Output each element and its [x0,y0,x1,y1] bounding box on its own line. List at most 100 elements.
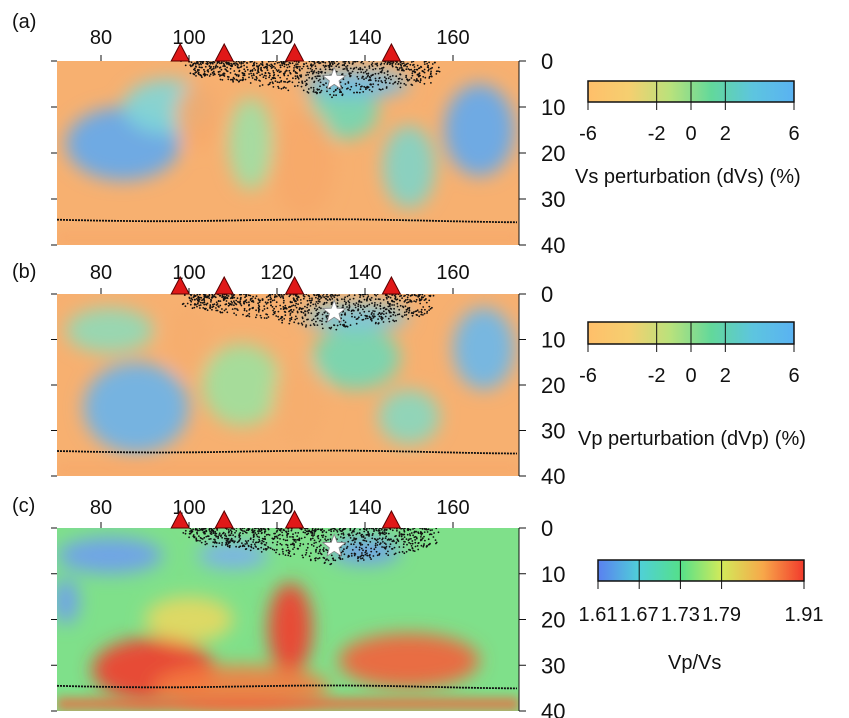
earthquake-point [206,542,208,545]
earthquake-point [212,530,214,532]
earthquake-point [288,322,291,325]
earthquake-point [238,80,241,83]
earthquake-point [403,82,406,85]
earthquake-point [233,70,236,72]
earthquake-point [384,315,387,318]
earthquake-point [319,552,322,554]
earthquake-point [358,548,361,551]
colorbar-label: Vp/Vs [668,652,721,674]
deep-layer [57,231,519,245]
earthquake-point [208,75,211,77]
earthquake-point [212,545,215,548]
earthquake-point [287,530,290,533]
earthquake-point [407,529,410,532]
earthquake-point [371,86,374,88]
earthquake-point [274,61,277,62]
earthquake-point [379,298,381,301]
earthquake-point [322,550,325,553]
earthquake-point [267,533,270,536]
earthquake-point [409,534,412,537]
earthquake-point [435,70,438,73]
y-tick-label: 0 [541,282,553,307]
earthquake-point [222,62,225,65]
earthquake-point [368,65,371,68]
earthquake-point [362,535,365,538]
earthquake-point [244,70,247,73]
earthquake-point [348,62,351,65]
earthquake-point [390,311,392,314]
earthquake-point [396,82,399,85]
earthquake-point [244,300,247,302]
earthquake-point [305,62,308,65]
earthquake-point [258,79,260,82]
earthquake-point [258,528,260,531]
earthquake-point [268,64,271,67]
earthquake-point [424,539,426,542]
earthquake-point [401,533,403,536]
earthquake-point [241,528,244,530]
earthquake-point [368,315,371,318]
earthquake-point [314,75,317,78]
earthquake-point [224,533,227,535]
earthquake-point [396,313,399,316]
earthquake-point [194,294,197,297]
velocity-anomaly [312,325,401,390]
earthquake-point [381,546,383,548]
earthquake-point [420,544,423,547]
earthquake-point [233,62,236,65]
earthquake-point [315,77,318,80]
earthquake-point [410,545,413,547]
earthquake-point [388,310,391,312]
earthquake-point [401,68,404,71]
earthquake-point [291,311,293,313]
earthquake-point [391,299,394,302]
earthquake-point [393,311,396,314]
earthquake-point [355,322,358,325]
earthquake-point [245,541,248,544]
earthquake-point [347,61,350,63]
earthquake-point [203,528,206,530]
earthquake-point [262,76,265,79]
x-tick-label: 80 [90,262,112,284]
earthquake-point [303,536,306,539]
earthquake-point [184,64,187,67]
earthquake-point [333,90,335,93]
earthquake-point [278,318,280,321]
colorbar-tick-label: 1.73 [661,604,700,626]
earthquake-point [387,295,390,298]
earthquake-point [359,544,362,546]
earthquake-point [352,529,355,532]
earthquake-point [315,305,317,307]
earthquake-point [225,541,228,544]
earthquake-point [226,311,229,314]
earthquake-point [203,74,206,77]
earthquake-point [306,71,309,74]
earthquake-point [239,66,242,68]
earthquake-point [205,295,207,298]
earthquake-point [282,297,285,300]
earthquake-point [204,540,207,543]
earthquake-point [227,78,230,81]
earthquake-point [195,537,198,540]
colorbar-tick-label: -2 [648,365,666,387]
earthquake-point [367,295,370,298]
earthquake-point [291,81,294,84]
earthquake-point [343,298,346,301]
earthquake-point [262,540,265,543]
earthquake-point [361,543,364,546]
earthquake-point [379,542,382,545]
earthquake-point [429,73,432,76]
velocity-anomaly [272,107,335,218]
earthquake-point [361,552,363,554]
earthquake-point [253,535,255,537]
earthquake-point [191,530,193,533]
earthquake-point [338,528,341,531]
earthquake-point [208,529,211,531]
earthquake-point [205,530,208,533]
earthquake-point [306,310,309,312]
earthquake-point [326,294,328,296]
earthquake-point [302,297,305,300]
colorbar: -6 -2 0 2 6Vp perturbation (dVp) (%) [578,321,806,450]
earthquake-point [382,307,385,310]
